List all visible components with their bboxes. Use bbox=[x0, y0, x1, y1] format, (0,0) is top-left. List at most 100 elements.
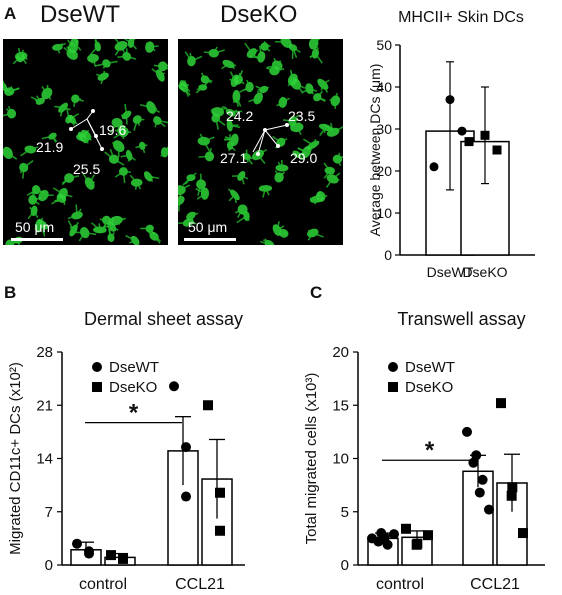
cell-dendrite bbox=[198, 155, 210, 158]
cell-dendrite bbox=[187, 221, 197, 225]
data-point bbox=[507, 482, 518, 493]
cell-dendrite bbox=[301, 87, 310, 94]
cell-body bbox=[178, 216, 197, 227]
cell-dendrite bbox=[203, 140, 211, 152]
cell-dendrite bbox=[157, 119, 168, 124]
cell-dendrite bbox=[110, 122, 118, 134]
cell-dendrite bbox=[309, 195, 321, 200]
cell-dendrite bbox=[257, 154, 266, 165]
cell-dendrite bbox=[34, 99, 41, 103]
cell-dendrite bbox=[72, 221, 80, 231]
cell-body bbox=[248, 90, 263, 105]
cell-body bbox=[139, 101, 160, 114]
cell-field-ko bbox=[178, 39, 343, 245]
cell-body bbox=[309, 191, 328, 203]
cell-dendrite bbox=[92, 58, 96, 67]
cell-dendrite bbox=[70, 42, 76, 52]
cell-dendrite bbox=[230, 109, 238, 114]
data-point bbox=[480, 130, 490, 140]
cell-dendrite bbox=[120, 130, 125, 140]
cell-dendrite bbox=[111, 141, 120, 147]
cell-dendrite bbox=[322, 83, 329, 93]
cell-body bbox=[323, 162, 335, 179]
cell-body bbox=[200, 72, 213, 84]
cell-dendrite bbox=[290, 126, 298, 132]
cell-dendrite bbox=[204, 78, 212, 84]
cell-body bbox=[125, 234, 140, 245]
cell-dendrite bbox=[274, 68, 285, 72]
data-point bbox=[388, 382, 398, 392]
data-point bbox=[181, 491, 191, 502]
cell-dendrite bbox=[178, 190, 182, 197]
cell-body bbox=[89, 39, 101, 56]
cell-body bbox=[81, 129, 92, 144]
cell-dendrite bbox=[265, 67, 275, 72]
data-point bbox=[203, 400, 213, 411]
cell-dendrite bbox=[150, 106, 160, 114]
cell-body bbox=[16, 47, 25, 63]
cell-dendrite bbox=[213, 49, 225, 55]
cell-dendrite bbox=[114, 170, 124, 178]
cell-dendrite bbox=[59, 107, 64, 117]
cell-dendrite bbox=[203, 136, 215, 142]
cell-body bbox=[260, 238, 275, 245]
distance-label: 21.9 bbox=[36, 139, 63, 155]
cell-dendrite bbox=[84, 231, 97, 236]
cell-body bbox=[292, 150, 306, 161]
cell-dendrite bbox=[82, 173, 91, 185]
cell-dendrite bbox=[129, 174, 138, 184]
data-point bbox=[181, 442, 191, 453]
legend-label: DseKO bbox=[109, 379, 157, 396]
cell-dendrite bbox=[332, 178, 340, 181]
cell-dendrite bbox=[240, 175, 249, 180]
cell-dendrite bbox=[264, 44, 271, 48]
cell-body bbox=[195, 182, 210, 200]
cell-body bbox=[309, 48, 323, 64]
cell-dendrite bbox=[262, 239, 271, 245]
data-point bbox=[379, 532, 390, 543]
y-tick-label: 30 bbox=[376, 121, 392, 137]
distance-lines-ko bbox=[252, 124, 288, 155]
cell-dendrite bbox=[260, 185, 266, 190]
x-tick-label: CCL21 bbox=[470, 576, 520, 593]
cell-body bbox=[178, 195, 185, 212]
cell-dendrite bbox=[297, 147, 307, 153]
y-tick-label: 21 bbox=[36, 397, 53, 414]
cell-dendrite bbox=[151, 68, 161, 77]
cell-dendrite bbox=[240, 175, 245, 185]
data-point bbox=[215, 487, 225, 498]
mhcii-chart: MHCII+ Skin DCs Average between DCs (μm)0… bbox=[367, 9, 535, 280]
cell-dendrite bbox=[223, 106, 232, 114]
cell-dendrite bbox=[46, 93, 52, 100]
cell-body bbox=[301, 83, 318, 95]
significance-star: * bbox=[129, 400, 139, 427]
cell-dendrite bbox=[257, 98, 261, 104]
cell-dendrite bbox=[71, 118, 78, 125]
cell-dendrite bbox=[296, 121, 301, 128]
cell-dendrite bbox=[187, 216, 194, 224]
cell-dendrite bbox=[215, 117, 226, 126]
cell-dendrite bbox=[309, 52, 316, 59]
cell-dendrite bbox=[115, 218, 124, 222]
distance-nodes-ko bbox=[256, 123, 289, 156]
cell-dendrite bbox=[67, 220, 75, 231]
cell-dendrite bbox=[61, 177, 70, 186]
cell-body bbox=[242, 149, 254, 165]
chart-title: MHCII+ Skin DCs bbox=[398, 9, 524, 26]
data-point bbox=[518, 528, 528, 539]
cell-dendrite bbox=[325, 178, 334, 188]
cell-dendrite bbox=[89, 181, 96, 185]
cell-body bbox=[287, 69, 298, 87]
cell-body bbox=[258, 185, 273, 198]
cell-body bbox=[203, 46, 225, 58]
scale-bar-label-wt: 50 μm bbox=[15, 219, 54, 235]
scale-bar-label-ko: 50 μm bbox=[188, 219, 227, 235]
cell-dendrite bbox=[95, 73, 104, 78]
cell-dendrite bbox=[178, 200, 181, 212]
cell-dendrite bbox=[122, 171, 126, 184]
cell-body bbox=[239, 79, 254, 93]
cell-dendrite bbox=[336, 152, 341, 160]
cell-body bbox=[307, 228, 324, 241]
cell-dendrite bbox=[32, 199, 40, 206]
cell-dendrite bbox=[67, 39, 74, 49]
